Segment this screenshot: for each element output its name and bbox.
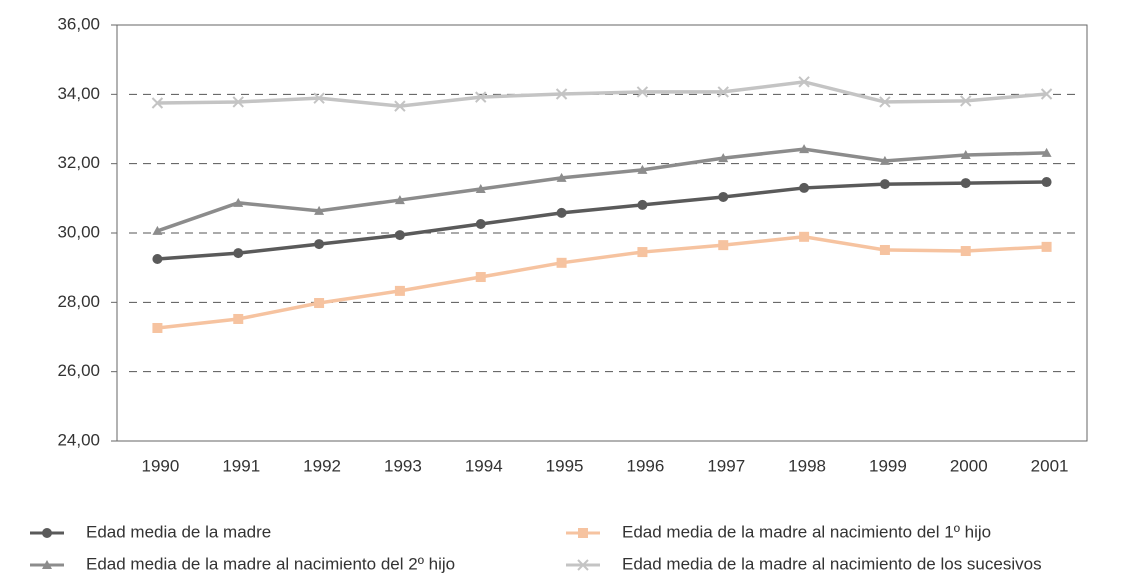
marker xyxy=(314,205,325,215)
legend-label: Edad media de la madre al nacimiento de … xyxy=(622,554,1042,573)
marker xyxy=(637,247,648,258)
x-tick-label: 1990 xyxy=(142,456,180,475)
x-tick-label: 1996 xyxy=(627,456,665,475)
marker xyxy=(879,155,890,165)
marker xyxy=(42,528,52,538)
marker xyxy=(151,97,164,109)
marker xyxy=(475,91,487,103)
marker xyxy=(314,239,325,250)
marker xyxy=(556,257,567,268)
marker xyxy=(233,313,244,324)
marker xyxy=(232,96,244,108)
marker xyxy=(960,178,971,189)
marker xyxy=(475,272,486,283)
x-tick-label: 1995 xyxy=(546,456,584,475)
series-line xyxy=(157,80,1047,108)
x-tick-label: 1993 xyxy=(384,456,422,475)
marker xyxy=(233,197,244,207)
x-tick-label: 2001 xyxy=(1031,456,1069,475)
marker xyxy=(960,150,971,159)
marker xyxy=(394,195,405,205)
marker xyxy=(879,244,890,255)
marker xyxy=(578,528,588,538)
marker xyxy=(394,230,405,241)
x-tick-label: 1998 xyxy=(788,456,826,475)
marker xyxy=(1041,177,1052,188)
marker xyxy=(718,191,729,202)
marker xyxy=(475,218,486,229)
marker xyxy=(718,153,729,163)
marker xyxy=(556,172,567,182)
x-tick-label: 1991 xyxy=(222,456,260,475)
legend-item: Edad media de la madre xyxy=(30,522,271,541)
x-tick-label: 1992 xyxy=(303,456,341,475)
y-tick-label: 36,00 xyxy=(57,14,100,33)
x-tick-label: 1994 xyxy=(465,456,503,475)
marker xyxy=(960,246,971,257)
marker xyxy=(637,164,648,174)
series-line xyxy=(157,180,1047,261)
marker xyxy=(879,96,891,108)
legend-label: Edad media de la madre xyxy=(86,522,271,541)
marker xyxy=(1041,241,1052,252)
legend-label: Edad media de la madre al nacimiento del… xyxy=(622,522,991,541)
marker xyxy=(637,199,648,210)
y-tick-label: 34,00 xyxy=(57,84,100,103)
x-tick-label: 1997 xyxy=(707,456,745,475)
x-tick-label: 1999 xyxy=(869,456,907,475)
x-tick-label: 2000 xyxy=(950,456,988,475)
marker xyxy=(314,298,325,309)
marker xyxy=(1040,88,1053,100)
marker xyxy=(717,86,729,98)
y-tick-label: 26,00 xyxy=(57,361,100,380)
y-tick-label: 24,00 xyxy=(57,430,100,449)
marker xyxy=(960,95,972,107)
marker xyxy=(636,86,649,98)
marker xyxy=(798,76,810,88)
marker xyxy=(799,182,810,193)
series-line xyxy=(157,235,1047,330)
legend-item: Edad media de la madre al nacimiento de … xyxy=(566,554,1042,573)
y-tick-label: 30,00 xyxy=(57,222,100,241)
marker xyxy=(394,285,405,296)
marker xyxy=(718,240,729,251)
y-tick-label: 32,00 xyxy=(57,153,100,172)
y-tick-label: 28,00 xyxy=(57,292,100,311)
marker xyxy=(233,248,244,259)
marker xyxy=(152,254,163,264)
marker xyxy=(879,179,890,190)
marker xyxy=(475,183,486,193)
marker xyxy=(799,144,810,154)
marker xyxy=(799,231,810,242)
legend-label: Edad media de la madre al nacimiento del… xyxy=(86,554,455,573)
legend-item: Edad media de la madre al nacimiento del… xyxy=(566,522,991,541)
marker xyxy=(152,225,163,235)
marker xyxy=(577,559,589,571)
series-line xyxy=(156,147,1047,233)
legend-item: Edad media de la madre al nacimiento del… xyxy=(30,554,455,573)
marker xyxy=(556,207,567,218)
marker xyxy=(42,560,52,569)
marker xyxy=(1041,147,1052,157)
marker xyxy=(555,88,568,100)
marker xyxy=(313,92,325,104)
marker xyxy=(394,100,406,112)
marker xyxy=(152,322,163,333)
